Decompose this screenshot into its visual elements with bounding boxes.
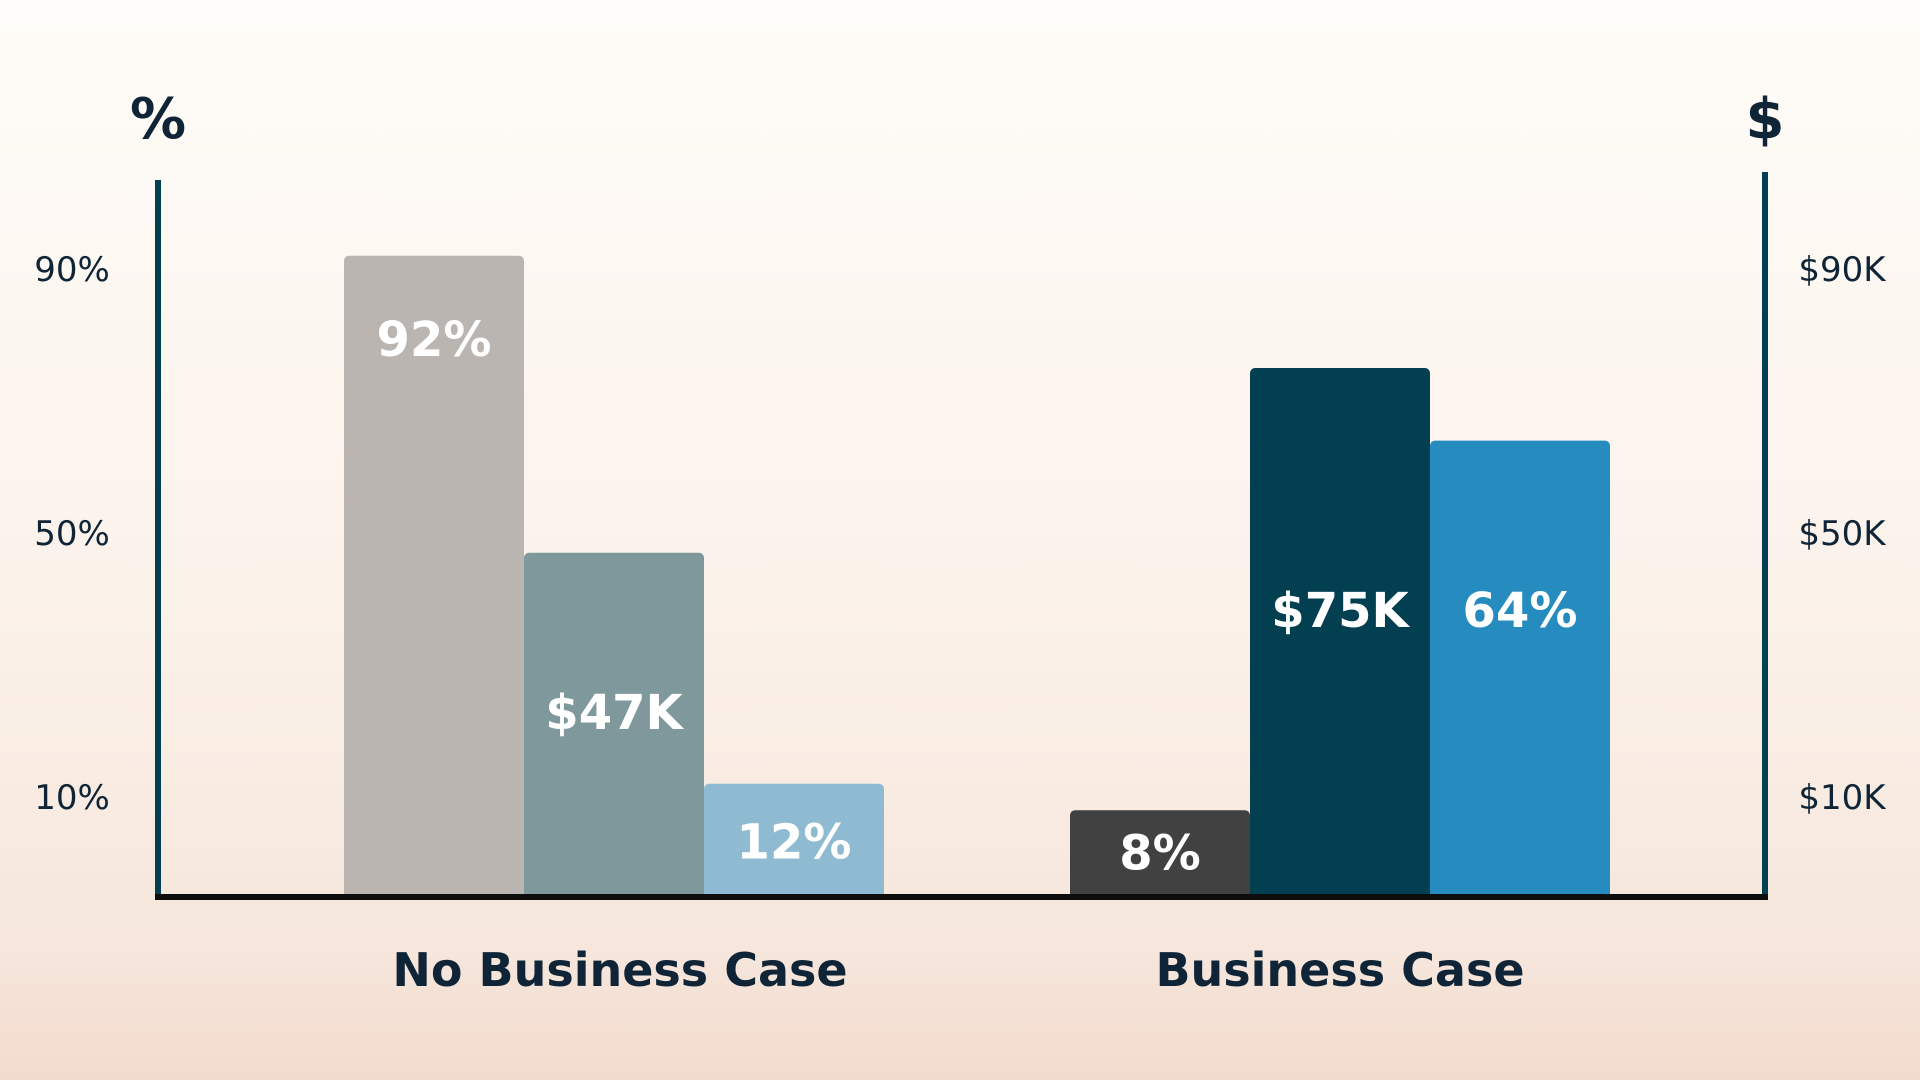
bar-base bbox=[1250, 889, 1430, 897]
right-tick-label: $50K bbox=[1798, 514, 1887, 554]
bar bbox=[524, 552, 704, 897]
bar-base bbox=[1430, 889, 1610, 897]
bar-value-label: 64% bbox=[1463, 583, 1578, 639]
bar bbox=[1070, 810, 1250, 897]
left-tick-label: 90% bbox=[34, 250, 110, 290]
left-tick-label: 50% bbox=[34, 514, 110, 554]
bar-value-label: 92% bbox=[377, 312, 492, 368]
bar-value-label: $75K bbox=[1271, 583, 1410, 639]
left-axis-unit-label: % bbox=[130, 87, 186, 152]
category-label: No Business Case bbox=[392, 943, 847, 997]
bar-base bbox=[344, 889, 524, 897]
right-tick-label: $10K bbox=[1798, 778, 1887, 818]
bar-labels-layer: 92% $47K 12% 8% $75K 64% bbox=[377, 312, 1578, 882]
bar-value-label: $47K bbox=[545, 685, 684, 741]
bar bbox=[344, 255, 524, 898]
bar bbox=[704, 783, 884, 897]
bar-value-label: 8% bbox=[1119, 826, 1201, 882]
bar bbox=[1430, 440, 1610, 897]
left-tick-label: 10% bbox=[34, 778, 110, 818]
bar-value-label: 12% bbox=[737, 815, 852, 871]
bar-base bbox=[524, 889, 704, 897]
right-axis-unit-label: $ bbox=[1746, 87, 1785, 152]
bar bbox=[1250, 368, 1430, 897]
right-tick-label: $90K bbox=[1798, 250, 1887, 290]
category-label: Business Case bbox=[1155, 943, 1524, 997]
bar-base bbox=[1070, 889, 1250, 897]
bar-base bbox=[704, 889, 884, 897]
category-labels-layer: No Business Case Business Case bbox=[392, 943, 1524, 997]
bars-layer bbox=[344, 255, 1610, 898]
ticks-layer: 90% 50% 10% $90K $50K $10K bbox=[34, 250, 1887, 818]
